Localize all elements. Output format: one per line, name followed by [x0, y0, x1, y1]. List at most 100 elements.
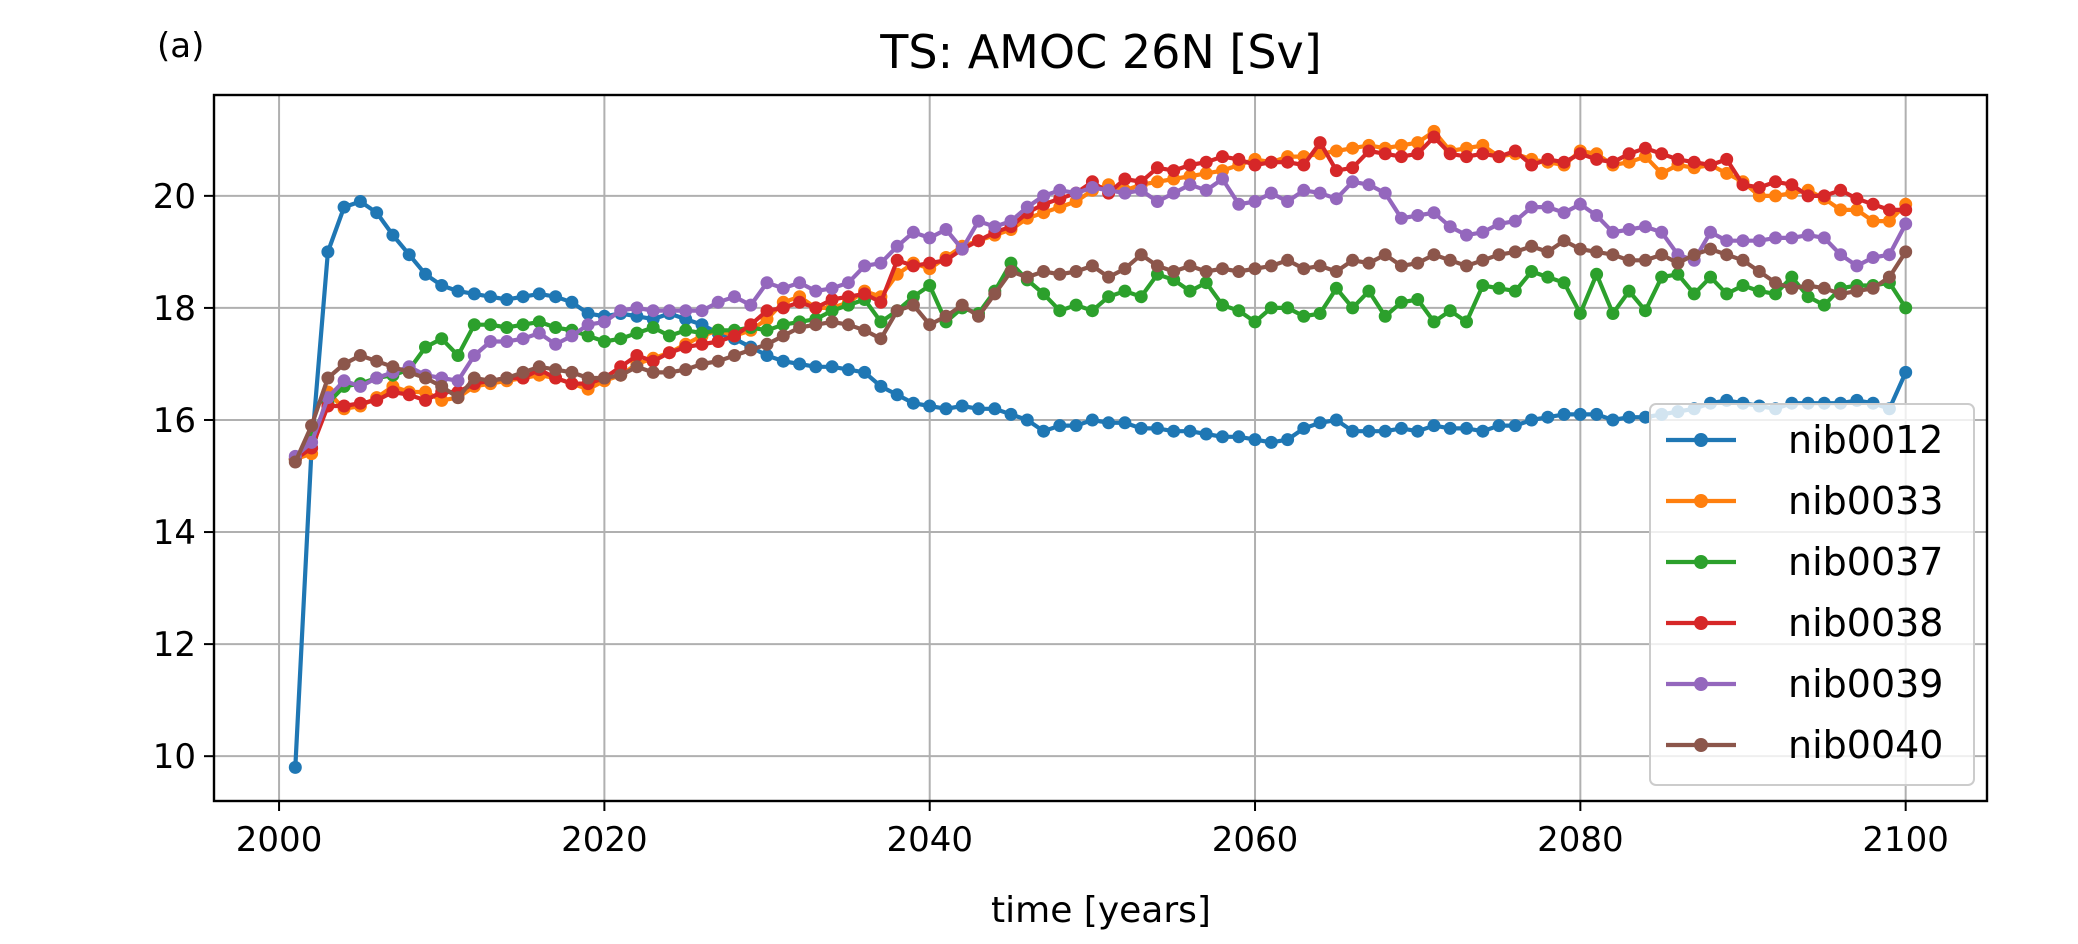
data-point: [1329, 144, 1343, 158]
data-point: [1167, 424, 1181, 438]
data-point: [1899, 301, 1913, 315]
data-point: [939, 309, 953, 323]
data-point: [1866, 214, 1880, 228]
data-point: [744, 298, 758, 312]
data-point: [1785, 231, 1799, 245]
data-point: [1769, 231, 1782, 245]
legend-item: nib0012: [1666, 418, 1943, 462]
data-point: [402, 388, 416, 402]
data-point: [353, 195, 367, 208]
x-tick-label: 2020: [561, 820, 648, 860]
y-tick-label: 10: [153, 737, 196, 777]
data-point: [1199, 166, 1213, 180]
data-point: [1394, 421, 1408, 435]
data-point: [419, 393, 432, 407]
data-point: [1573, 242, 1587, 256]
data-point: [386, 360, 400, 374]
data-point: [1150, 161, 1164, 175]
data-point: [1866, 281, 1880, 295]
legend-swatch-marker: [1694, 494, 1708, 508]
data-point: [906, 225, 920, 239]
data-point: [1134, 290, 1148, 304]
data-point: [1264, 186, 1278, 200]
legend-item: nib0033: [1666, 479, 1943, 523]
data-point: [1541, 270, 1555, 284]
data-point: [939, 402, 953, 416]
data-point: [1394, 211, 1408, 225]
data-point: [1557, 155, 1571, 169]
data-point: [467, 371, 481, 385]
data-point: [728, 349, 741, 362]
data-point: [1313, 416, 1327, 430]
data-point: [1378, 309, 1392, 323]
data-point: [1394, 295, 1408, 309]
data-point: [321, 245, 335, 259]
legend-swatch-marker: [1694, 738, 1708, 752]
data-point: [1801, 189, 1815, 203]
data-point: [597, 315, 611, 329]
data-point: [516, 318, 530, 332]
data-point: [581, 371, 595, 385]
legend-item: nib0037: [1666, 540, 1943, 584]
data-point: [923, 318, 937, 332]
data-point: [402, 248, 416, 262]
data-point: [1329, 281, 1343, 295]
data-point: [532, 360, 546, 374]
series-line: [293, 176, 1908, 458]
data-point: [923, 256, 937, 270]
data-point: [1785, 270, 1799, 284]
y-axis: 10 12 14 16 18 20: [153, 177, 214, 777]
data-point: [1362, 424, 1376, 438]
data-point: [1069, 298, 1083, 312]
data-point: [1687, 287, 1701, 301]
data-point: [370, 206, 384, 220]
data-point: [662, 304, 676, 318]
data-point: [1476, 253, 1490, 267]
data-point: [500, 371, 514, 385]
data-point: [1590, 267, 1604, 281]
data-point: [1411, 136, 1425, 150]
data-point: [695, 304, 709, 318]
data-point: [776, 281, 790, 295]
data-point: [614, 304, 628, 318]
data-point: [1508, 144, 1522, 158]
legend-item: nib0040: [1666, 723, 1943, 767]
data-point: [1329, 413, 1343, 427]
data-point: [1704, 270, 1717, 284]
data-point: [1606, 225, 1620, 239]
data-point: [1004, 214, 1018, 228]
data-point: [1150, 175, 1164, 189]
data-point: [1492, 281, 1506, 295]
data-point: [1638, 304, 1652, 318]
data-point: [1362, 178, 1376, 192]
data-point: [1736, 234, 1750, 248]
x-tick-label: 2060: [1212, 820, 1299, 860]
data-point: [1216, 262, 1229, 276]
data-point: [1557, 276, 1571, 290]
data-point: [1037, 287, 1051, 301]
data-point: [419, 371, 432, 385]
data-point: [1817, 231, 1831, 245]
data-point: [1346, 424, 1360, 438]
data-point: [1752, 284, 1766, 298]
data-point: [1850, 192, 1864, 206]
data-point: [1525, 413, 1539, 427]
legend-label: nib0012: [1788, 418, 1943, 462]
data-point: [1622, 223, 1636, 236]
data-point: [1476, 279, 1490, 292]
data-point: [305, 435, 319, 449]
data-point: [711, 354, 725, 368]
data-point: [662, 365, 676, 379]
data-point: [1411, 424, 1425, 438]
x-axis-title: time [years]: [991, 890, 1211, 931]
chart-title: TS: AMOC 26N [Sv]: [879, 25, 1321, 79]
data-point: [1573, 307, 1587, 320]
data-point: [1769, 175, 1782, 189]
data-point: [1183, 284, 1197, 298]
data-point: [825, 293, 839, 306]
data-point: [1150, 259, 1164, 273]
data-point: [1834, 183, 1848, 197]
data-point: [1622, 410, 1636, 424]
data-point: [630, 326, 644, 340]
y-tick-label: 16: [153, 401, 196, 441]
